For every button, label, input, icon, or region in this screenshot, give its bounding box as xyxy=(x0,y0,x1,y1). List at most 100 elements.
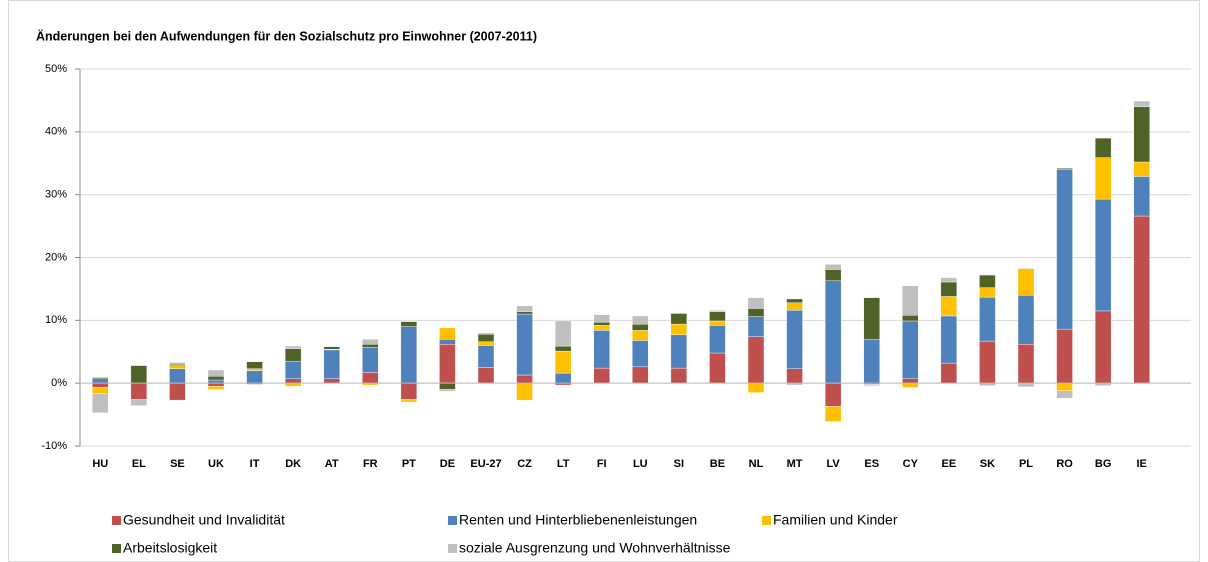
x-tick-label: FR xyxy=(363,458,378,470)
bar-segment xyxy=(709,311,726,322)
bar-segment xyxy=(92,382,109,388)
bar-segment xyxy=(979,296,996,342)
bar-segment xyxy=(284,348,302,362)
bar-segment xyxy=(323,345,340,347)
bar-segment xyxy=(670,334,688,369)
bar-segment xyxy=(593,322,610,326)
bar-segment xyxy=(709,352,726,384)
x-tick-label: BE xyxy=(710,458,725,470)
bar-segment xyxy=(554,350,572,374)
x-tick-label: LT xyxy=(557,458,570,470)
bar-segment xyxy=(593,314,610,323)
x-tick-label: DK xyxy=(285,458,301,470)
bar-segment xyxy=(92,393,109,413)
bar-segment xyxy=(1133,215,1150,384)
bar-segment xyxy=(593,330,610,369)
bar-segment xyxy=(1056,168,1073,170)
y-tick-label: 20% xyxy=(45,251,67,263)
bar-segment xyxy=(362,372,379,384)
x-tick-label: EE xyxy=(942,458,957,470)
bar-segment xyxy=(92,378,109,384)
bar-segment xyxy=(902,285,919,316)
bar-segment xyxy=(477,345,495,368)
x-tick-label: HU xyxy=(92,458,108,470)
bar-segment xyxy=(130,399,148,406)
bar-segment xyxy=(786,368,803,384)
bar-segment xyxy=(1017,344,1035,384)
bar-segment xyxy=(1056,382,1073,391)
chart-frame xyxy=(8,0,1200,562)
bar-segment xyxy=(632,315,649,325)
bar-segment xyxy=(747,308,765,317)
bar-segment xyxy=(747,297,765,309)
bar-segment xyxy=(940,277,958,283)
bar-segment xyxy=(207,369,225,377)
bar-segment xyxy=(362,347,379,373)
bar-segment xyxy=(979,287,996,298)
bar-segment xyxy=(284,378,302,384)
bar-segment xyxy=(1133,106,1150,163)
bar-segment xyxy=(554,345,572,352)
bar-segment xyxy=(246,361,263,369)
bar-segment xyxy=(323,378,340,384)
bar-segment xyxy=(979,274,996,288)
bar-segment xyxy=(246,370,263,384)
bar-segment xyxy=(670,367,688,384)
bar-segment xyxy=(1094,310,1112,384)
y-tick-label: 50% xyxy=(45,63,67,75)
x-tick-label: FI xyxy=(597,458,607,470)
legend-swatch xyxy=(448,544,457,553)
bar-segment xyxy=(1133,100,1150,107)
legend-swatch xyxy=(762,516,771,525)
bar-segment xyxy=(1017,267,1035,270)
bar-segment xyxy=(516,374,533,384)
bar-segment xyxy=(863,338,880,384)
bar-segment xyxy=(863,297,880,340)
legend-label: soziale Ausgrenzung und Wohnverhältnisse xyxy=(459,540,731,556)
bar-segment xyxy=(902,378,919,384)
bar-segment xyxy=(709,320,726,326)
x-tick-label: LU xyxy=(633,458,648,470)
bar-segment xyxy=(902,320,919,379)
bar-segment xyxy=(940,281,958,297)
bar-segment xyxy=(824,280,842,384)
bar-segment xyxy=(169,368,186,384)
bar-segment xyxy=(323,346,340,350)
bar-segment xyxy=(902,382,919,388)
legend-swatch xyxy=(112,544,121,553)
bar-segment xyxy=(400,320,418,322)
bar-segment xyxy=(632,330,649,341)
bar-segment xyxy=(439,382,456,390)
chart-title: Änderungen bei den Aufwendungen für den … xyxy=(36,28,537,43)
bar-segment xyxy=(400,382,418,400)
bar-segment xyxy=(169,365,186,369)
bar-segment xyxy=(747,316,765,337)
x-tick-label: LV xyxy=(827,458,841,470)
legend-label: Gesundheit und Invalidität xyxy=(123,512,285,528)
x-tick-label: RO xyxy=(1056,458,1073,470)
x-tick-label: UK xyxy=(208,458,224,470)
bar-segment xyxy=(246,360,263,363)
bar-segment xyxy=(632,366,649,384)
bar-segment xyxy=(824,382,842,407)
bar-segment xyxy=(1133,176,1150,217)
bar-segment xyxy=(940,315,958,364)
bar-segment xyxy=(400,321,418,327)
bar-segment xyxy=(670,313,688,325)
bar-segment xyxy=(824,406,842,422)
x-tick-label: SK xyxy=(980,458,995,470)
x-tick-label: CY xyxy=(903,458,919,470)
bar-segment xyxy=(439,344,456,384)
bar-segment xyxy=(670,323,688,335)
bar-segment xyxy=(477,332,495,335)
bar-segment xyxy=(979,340,996,384)
x-tick-label: IT xyxy=(250,458,260,470)
bar-segment xyxy=(670,312,688,314)
bar-segment xyxy=(323,349,340,379)
bar-segment xyxy=(1056,390,1073,399)
bar-segment xyxy=(824,269,842,281)
legend-label: Renten und Hinterbliebenenleistungen xyxy=(459,512,697,528)
legend-swatch xyxy=(448,516,457,525)
x-tick-label: PL xyxy=(1019,458,1033,470)
bar-segment xyxy=(516,305,533,312)
